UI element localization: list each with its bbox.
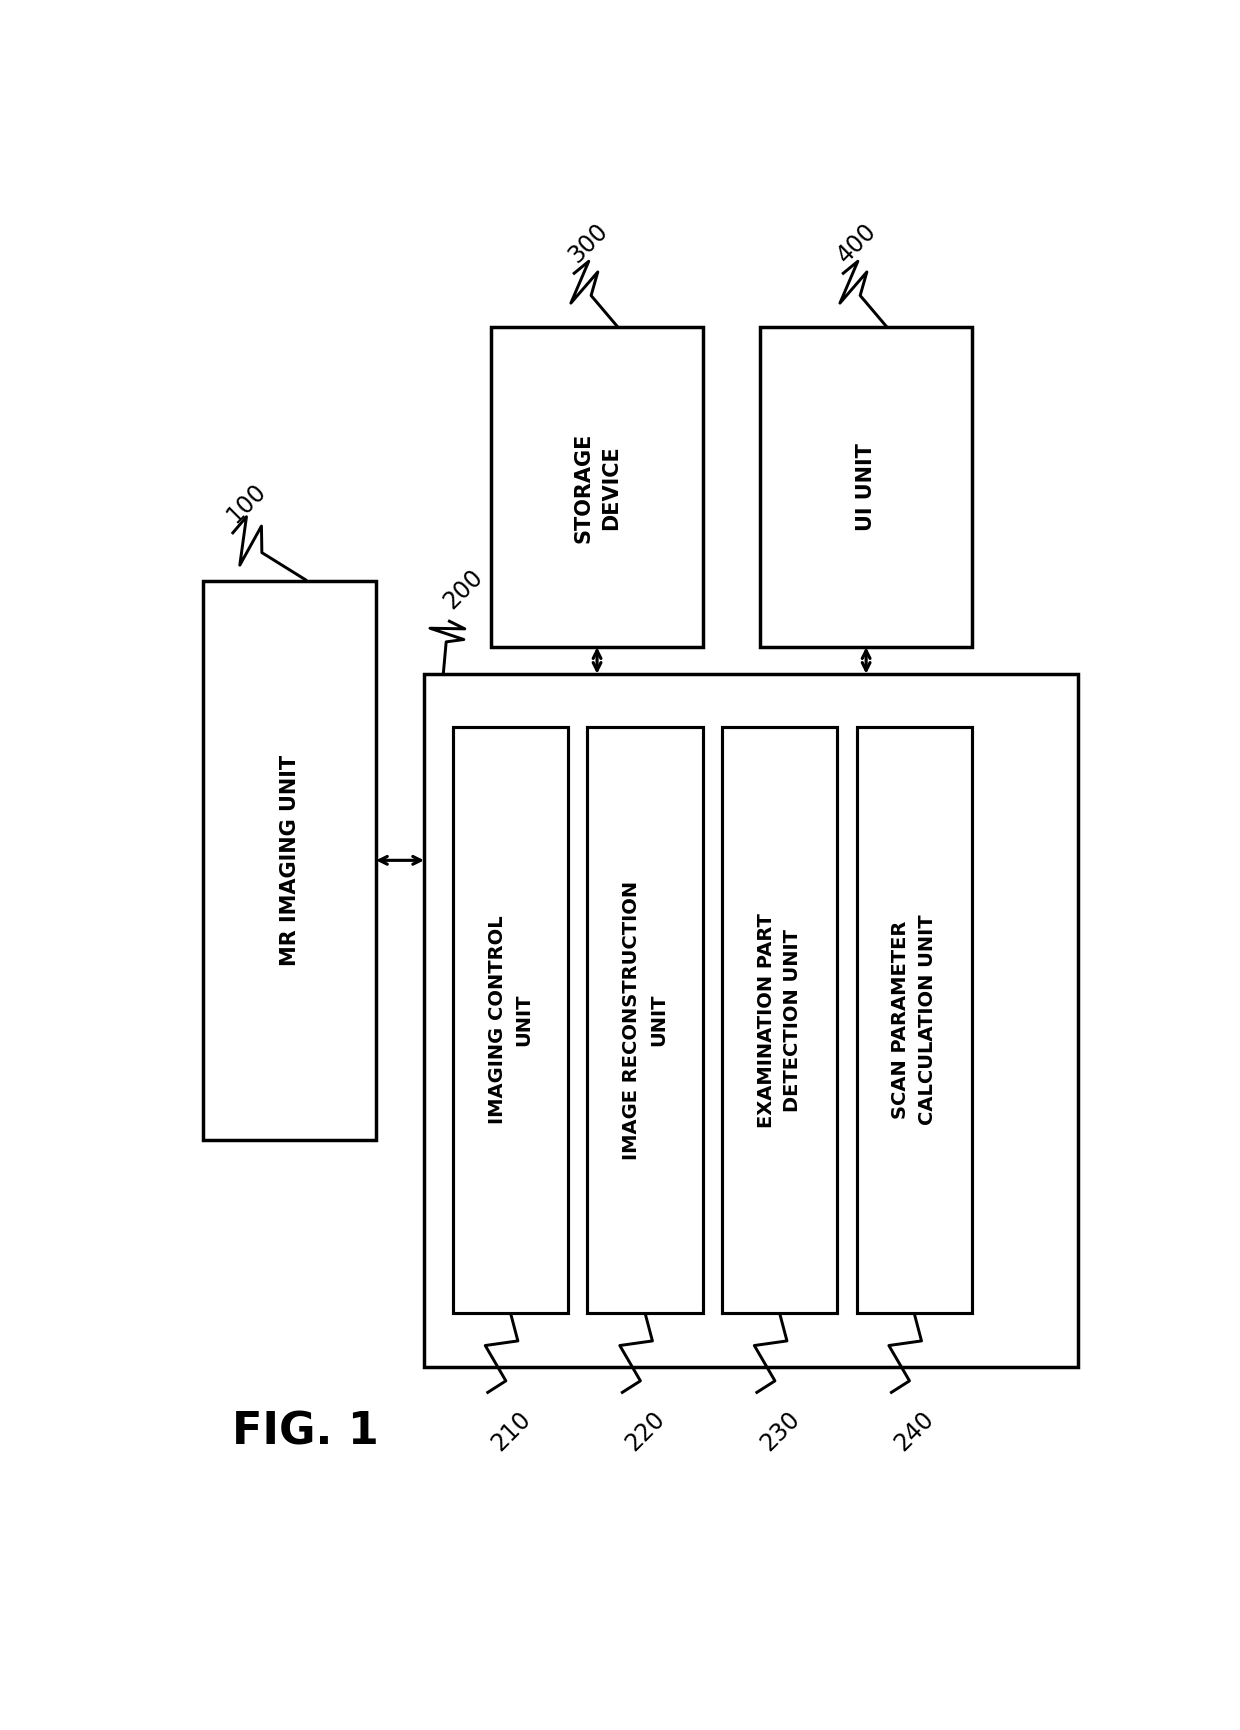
Text: 300: 300 [563, 218, 613, 268]
Bar [491, 327, 703, 647]
Bar [203, 581, 376, 1140]
Text: 240: 240 [890, 1406, 939, 1455]
Bar [722, 727, 837, 1313]
Text: IMAGING CONTROL
UNIT: IMAGING CONTROL UNIT [487, 915, 533, 1124]
Text: 100: 100 [222, 479, 272, 528]
Text: MR IMAGING UNIT: MR IMAGING UNIT [279, 754, 300, 965]
Text: FIG. 1: FIG. 1 [232, 1410, 378, 1453]
Text: 400: 400 [832, 218, 882, 268]
Text: 200: 200 [439, 566, 487, 614]
Bar [453, 727, 568, 1313]
Text: 210: 210 [486, 1406, 536, 1455]
Text: UI UNIT: UI UNIT [856, 443, 877, 531]
Text: IMAGE RECONSTRUCTION
UNIT: IMAGE RECONSTRUCTION UNIT [622, 881, 668, 1159]
Text: STORAGE
DEVICE: STORAGE DEVICE [573, 432, 621, 543]
Text: 230: 230 [755, 1406, 805, 1455]
Bar [857, 727, 972, 1313]
Bar [424, 673, 1078, 1367]
Bar [588, 727, 703, 1313]
Text: EXAMINATION PART
DETECTION UNIT: EXAMINATION PART DETECTION UNIT [756, 913, 802, 1128]
Text: 220: 220 [621, 1406, 670, 1455]
Text: SCAN PARAMETER
CALCULATION UNIT: SCAN PARAMETER CALCULATION UNIT [892, 915, 937, 1126]
Bar [760, 327, 972, 647]
